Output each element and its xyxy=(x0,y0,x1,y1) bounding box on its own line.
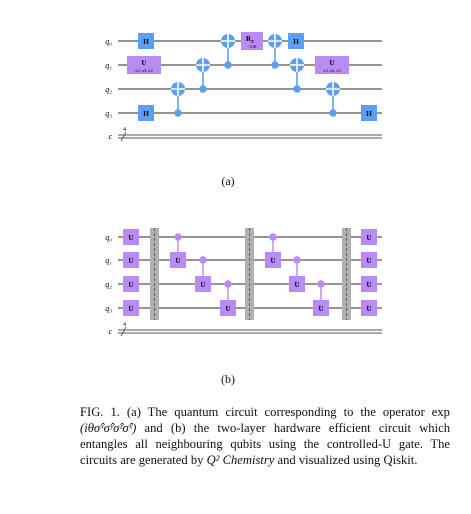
h-gate-label: H xyxy=(366,109,372,118)
u-gate-label: U xyxy=(200,281,205,289)
cu-target-gate xyxy=(170,252,186,268)
rz-gate-param: −2.0θ xyxy=(248,45,257,49)
cnot-control-dot xyxy=(271,61,279,69)
cu-control-dot xyxy=(199,256,207,264)
cu-target-gate xyxy=(265,252,281,268)
cu-control-dot xyxy=(269,233,277,241)
rz-gate xyxy=(241,32,263,50)
u-gate-label: U xyxy=(366,281,371,289)
caption-text-b: and (b) the two-layer hardware efficient… xyxy=(80,421,450,467)
cnot-target xyxy=(171,82,185,96)
u-gate-params: π/2, π/2, π/2 xyxy=(135,69,153,74)
u-gate-label: U xyxy=(318,305,323,313)
cu-control-dot xyxy=(174,233,182,241)
cnot-control-dot xyxy=(224,61,232,69)
cnot-targets xyxy=(171,34,340,96)
cnot-target xyxy=(221,34,235,48)
u-gate xyxy=(361,276,377,292)
figure-caption: FIG. 1. (a) The quantum circuit correspo… xyxy=(80,404,450,468)
u-gate-label: U xyxy=(294,281,299,289)
u-gate-label: U xyxy=(366,234,371,242)
circuit-a-label-q3: q₃ xyxy=(105,109,112,118)
circuit-a-label-q1: q₁ xyxy=(105,61,112,70)
u-gate-label: U xyxy=(141,59,146,67)
u-gate xyxy=(361,300,377,316)
cu-control-dot xyxy=(293,256,301,264)
rz-gate-sub: Z xyxy=(251,39,254,44)
cu-target-gate xyxy=(289,276,305,292)
circuit-b-label-q3: q₃ xyxy=(105,304,112,313)
circuit-b-label-q0: q₀ xyxy=(105,233,112,242)
u-gate-params: π/2, π/2, π/2 xyxy=(323,69,341,74)
caption-software: Q² Chemistry xyxy=(206,453,275,467)
u-gate-label: U xyxy=(128,281,133,289)
cnot-control-dot xyxy=(174,109,182,117)
u-gate-label: U xyxy=(128,257,133,265)
cnot-target xyxy=(290,58,304,72)
circuit-a-label-q2: q₂ xyxy=(105,85,112,94)
circuit-a-label-q0: q₀ xyxy=(105,37,112,46)
circuit-a-classical-wire xyxy=(118,131,382,142)
u-gate-label: U xyxy=(366,305,371,313)
u-gate-label: U xyxy=(225,305,230,313)
cu-target-gate xyxy=(313,300,329,316)
circuit-b: 4 q₀ q₁ q₂ q₃ c U U U U xyxy=(105,228,382,337)
u-gate-label: U xyxy=(128,234,133,242)
circuit-b-classical-wire xyxy=(118,326,382,337)
cnot-target xyxy=(326,82,340,96)
cu-control-dot xyxy=(224,280,232,288)
cu-target-gate xyxy=(195,276,211,292)
u-gate-label: U xyxy=(270,257,275,265)
cu-target-gate xyxy=(220,300,236,316)
u-gate-label: U xyxy=(329,59,334,67)
subfigure-label-b: (b) xyxy=(221,372,235,386)
h-gate xyxy=(288,33,304,49)
h-gate-label: H xyxy=(143,37,149,46)
u-gate xyxy=(315,56,349,74)
u-gate-label: U xyxy=(366,257,371,265)
caption-operator: (iθσ̂ˣσ̂ʸσ̂ᶻσ̂ˣ) xyxy=(80,421,137,435)
circuit-b-classical-width: 4 xyxy=(123,322,126,328)
u-gate xyxy=(123,300,139,316)
u-gate xyxy=(123,276,139,292)
h-gate-label: H xyxy=(143,109,149,118)
subfigure-label-a: (a) xyxy=(221,174,235,188)
u-gate xyxy=(127,56,161,74)
caption-prefix: FIG. 1. xyxy=(80,405,120,419)
circuit-b-label-c: c xyxy=(108,327,112,336)
u-gate xyxy=(123,229,139,245)
caption-text-a: (a) The quantum circuit corresponding to… xyxy=(119,405,450,419)
h-gate xyxy=(361,105,377,121)
cnot-target xyxy=(196,58,210,72)
circuit-b-label-q1: q₁ xyxy=(105,256,112,265)
h-gate xyxy=(138,105,154,121)
cu-control-dot xyxy=(317,280,325,288)
rz-gate-letter: R xyxy=(246,35,252,43)
cnot-control-dot xyxy=(293,85,301,93)
caption-text-c: and visualized using Qiskit. xyxy=(274,453,418,467)
u-gate-label: U xyxy=(128,305,133,313)
u-gate xyxy=(123,252,139,268)
u-gate xyxy=(361,229,377,245)
cnot-control-dot xyxy=(329,109,337,117)
rz-gate-label: RZ xyxy=(246,35,254,44)
circuit-a: 4 q₀ q₁ q₂ q₃ c xyxy=(105,32,382,142)
circuit-b-label-q2: q₂ xyxy=(105,280,112,289)
circuit-a-label-c: c xyxy=(108,132,112,141)
u-gate xyxy=(361,252,377,268)
circuit-a-classical-width: 4 xyxy=(123,127,126,133)
cnot-target xyxy=(268,34,282,48)
u-gate-label: U xyxy=(175,257,180,265)
h-gate-label: H xyxy=(293,37,299,46)
cnot-control-dot xyxy=(199,85,207,93)
h-gate xyxy=(138,33,154,49)
